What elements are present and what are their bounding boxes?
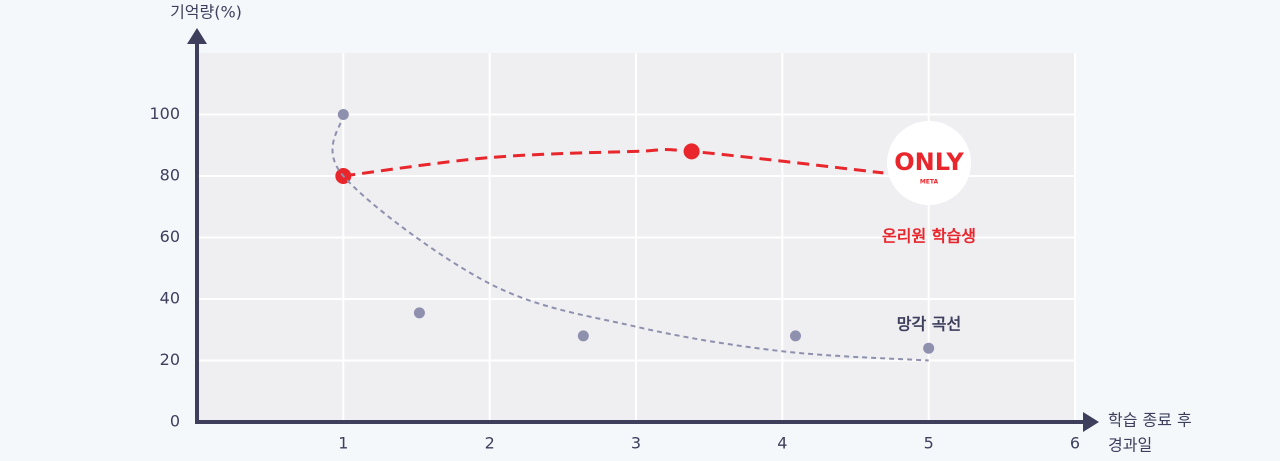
marks	[331, 109, 935, 362]
x-tick-label: 4	[777, 434, 787, 453]
logo-sub: META	[920, 179, 939, 186]
y-tick-label: 20	[160, 350, 180, 369]
x-axis-title: 경과일	[1108, 436, 1152, 455]
x-tick-label: 2	[485, 434, 495, 453]
x-axis-title: 학습 종료 후	[1108, 411, 1192, 430]
logo-text: ONLY	[894, 148, 964, 176]
y-tick-label: 40	[160, 289, 180, 308]
y-axis-title: 기억량(%)	[170, 3, 242, 22]
y-tick-label: 80	[160, 166, 180, 185]
series-line	[331, 114, 929, 362]
x-tick-label: 1	[338, 434, 348, 453]
x-tick-label: 3	[631, 434, 641, 453]
x-arrow	[1083, 412, 1099, 432]
y-tick-label: 60	[160, 227, 180, 246]
series-label: 망각 곡선	[897, 315, 961, 334]
logo-badge	[887, 121, 971, 205]
x-tick-label: 5	[924, 434, 934, 453]
data-point	[790, 330, 802, 342]
data-point	[923, 342, 935, 354]
y-tick-label: 0	[170, 412, 180, 431]
data-point	[683, 143, 700, 160]
data-point	[337, 109, 349, 120]
y-tick-label: 100	[149, 104, 180, 123]
data-point	[577, 330, 589, 342]
series-label: 온리원 학습생	[882, 227, 976, 246]
series-line	[343, 148, 884, 178]
data-point	[413, 307, 425, 319]
x-tick-label: 6	[1070, 434, 1080, 453]
y-arrow	[187, 28, 207, 44]
